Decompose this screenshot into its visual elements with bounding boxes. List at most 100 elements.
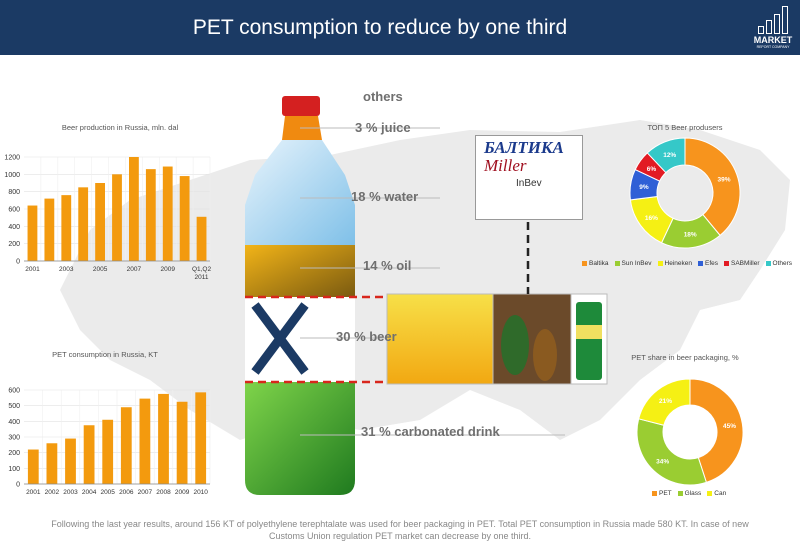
legend-label: PET	[659, 490, 672, 497]
donut-data-label: 16%	[645, 215, 658, 222]
bar	[195, 392, 207, 484]
legend-label: SABMiller	[731, 260, 760, 267]
y-tick-label: 200	[8, 241, 20, 248]
legend-label: Sun InBev	[621, 260, 652, 267]
donut-data-label: 12%	[663, 152, 676, 159]
beer-production-chart: 0 200 400 600 800 1000 1200 2001 2003 2005 2007 200…	[4, 155, 212, 282]
bar	[158, 393, 169, 484]
x-tick-label: 2009	[175, 489, 190, 496]
brand-baltika: БАЛТИКА	[484, 138, 564, 157]
pet-share-legend: PET Glass Can	[652, 490, 732, 497]
legend-swatch	[652, 491, 657, 496]
donut-data-label: 34%	[656, 459, 669, 466]
x-tick-label: 2009	[160, 266, 175, 273]
y-tick-label: 300	[8, 435, 20, 442]
legend-swatch	[582, 261, 587, 266]
y-tick-label: 600	[8, 388, 20, 395]
x-tick-label: 2005	[100, 489, 115, 496]
donut-slice	[636, 418, 708, 486]
donut-slice	[684, 137, 741, 237]
bar	[139, 398, 151, 484]
segment-label-water: 18 % water	[351, 189, 419, 204]
pet-consumption-chart: 0 100 200 300 400 500 600 2001 2002 2003 2004 2005 2…	[8, 388, 211, 496]
bar	[78, 187, 89, 261]
caption-line-1: Following the last year results, around …	[51, 519, 749, 529]
bar	[162, 166, 173, 261]
donut-data-label: 6%	[647, 166, 657, 173]
bar	[27, 205, 38, 261]
segment-label-juice: 3 % juice	[355, 120, 411, 135]
header-bar: PET consumption to reduce by one third M…	[0, 0, 800, 55]
legend-swatch	[657, 261, 663, 266]
bar	[65, 438, 76, 484]
x-tick-label: 2006	[119, 489, 134, 496]
legend-label: Efes	[704, 260, 718, 267]
x-tick-label: 2010	[193, 489, 208, 496]
bottle-cap	[282, 96, 320, 116]
beer-glass-image	[386, 293, 494, 385]
y-tick-label: 1200	[4, 155, 20, 162]
bar	[61, 195, 72, 261]
logo-bars-icon	[758, 4, 794, 34]
market-logo: MARKET REPORT COMPANY	[752, 4, 794, 52]
segment-label-beer: 30 % beer	[336, 329, 397, 344]
logo-word: MARKET	[753, 35, 793, 45]
x-tick-label: 2003	[63, 489, 78, 496]
legend-swatch	[765, 261, 771, 266]
y-tick-label: 600	[8, 207, 20, 214]
brand-inbev: InBev	[516, 178, 542, 189]
donut-data-label: 39%	[718, 176, 731, 183]
donut-slice	[689, 378, 744, 484]
y-tick-label: 0	[16, 482, 20, 489]
y-tick-label: 500	[8, 403, 20, 410]
x-tick-label: 2001	[26, 489, 41, 496]
donut-data-label: 9%	[639, 184, 649, 191]
brand-miller: Miller	[484, 156, 527, 175]
donut-slice	[638, 378, 691, 426]
bar	[102, 419, 114, 484]
y-tick-label: 800	[8, 189, 20, 196]
bar	[120, 407, 132, 484]
y-tick-label: 0	[16, 259, 20, 266]
y-tick-label: 400	[8, 419, 20, 426]
segment-label-oil: 14 % oil	[363, 258, 412, 273]
bar	[83, 425, 95, 484]
x-tick-label: 2008	[156, 489, 171, 496]
legend-swatch	[707, 491, 713, 496]
bar	[145, 169, 156, 261]
x-tick-label: 2002	[45, 489, 60, 496]
donut-slice	[646, 137, 686, 174]
x-tick-label: 2004	[82, 489, 97, 496]
legend-label: Baltika	[589, 260, 609, 267]
y-tick-label: 200	[8, 450, 20, 457]
bar	[95, 183, 105, 261]
summary-caption: Following the last year results, around …	[0, 518, 800, 542]
oil-segment	[245, 245, 355, 297]
segment-label-carbonated: 31 % carbonated drink	[361, 424, 500, 439]
x-tick-label: 2007	[127, 266, 142, 273]
legend-label: Glass	[684, 490, 702, 497]
legend-swatch	[697, 261, 703, 266]
pet-share-donut: 45% 34% 21%	[636, 378, 744, 486]
top5-producers-donut: 39% 18% 16% 9% 6% 12%	[629, 137, 741, 249]
bar	[27, 449, 39, 484]
brands-logo-box: БАЛТИКА Miller InBev	[475, 135, 583, 220]
donut-data-label: 45%	[723, 423, 736, 430]
x-tick-label: 2005	[93, 266, 108, 273]
x-tick-label: 2001	[25, 266, 40, 273]
y-tick-label: 400	[8, 224, 20, 231]
donut-data-label: 18%	[684, 232, 697, 239]
bar	[129, 157, 139, 261]
bar	[44, 198, 55, 261]
pet-consumption-chart-title: PET consumption in Russia, KT	[52, 350, 158, 359]
segment-label-others: others	[363, 89, 403, 104]
top5-producers-legend: Baltika Sun InBev Heineken Efes SABMiller Oth…	[582, 260, 798, 267]
x-tick-label: Q1,Q2	[192, 266, 212, 273]
x-tick-label: 2003	[59, 266, 74, 273]
logo-subtitle: REPORT COMPANY	[756, 45, 790, 49]
beer-production-chart-title: Beer production in Russia, mln. dal	[61, 123, 179, 132]
bar	[112, 174, 122, 261]
bar	[179, 176, 190, 261]
legend-label: Can	[714, 490, 727, 497]
